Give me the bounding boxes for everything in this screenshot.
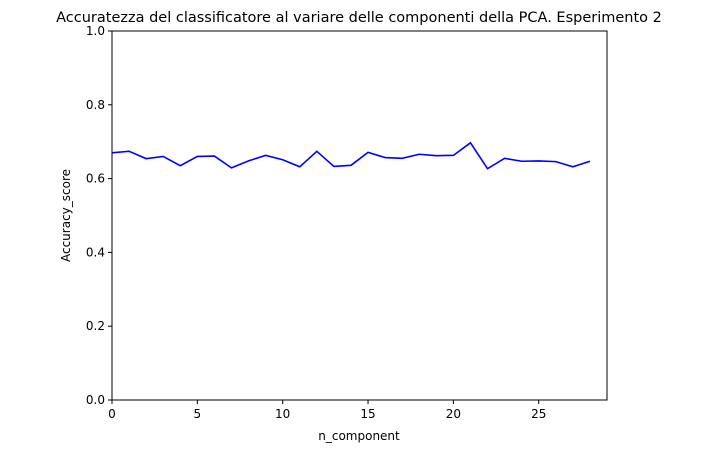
x-axis-label: n_component	[318, 429, 400, 443]
y-tick-label: 0.0	[86, 393, 105, 407]
y-tick-label: 0.6	[86, 172, 105, 186]
x-tick-label: 0	[108, 407, 116, 421]
y-axis-label: Accuracy_score	[59, 169, 73, 262]
x-tick-label: 25	[531, 407, 546, 421]
plot-frame	[111, 30, 608, 401]
x-tick-label: 20	[446, 407, 461, 421]
y-tick-label: 0.4	[86, 245, 105, 259]
chart-title: Accuratezza del classificatore al variar…	[56, 10, 662, 26]
y-axis: 0.0 0.2 0.4 0.6 0.8 1.0	[86, 24, 112, 407]
x-tick-label: 15	[360, 407, 375, 421]
x-tick-label: 5	[194, 407, 202, 421]
x-axis: 0 5 10 15 20 25	[108, 400, 546, 421]
y-tick-label: 1.0	[86, 24, 105, 38]
plot-area	[111, 141, 591, 170]
x-tick-label: 10	[275, 407, 290, 421]
y-tick-label: 0.2	[86, 319, 105, 333]
series-line	[111, 141, 591, 170]
y-tick-label: 0.8	[86, 98, 105, 112]
